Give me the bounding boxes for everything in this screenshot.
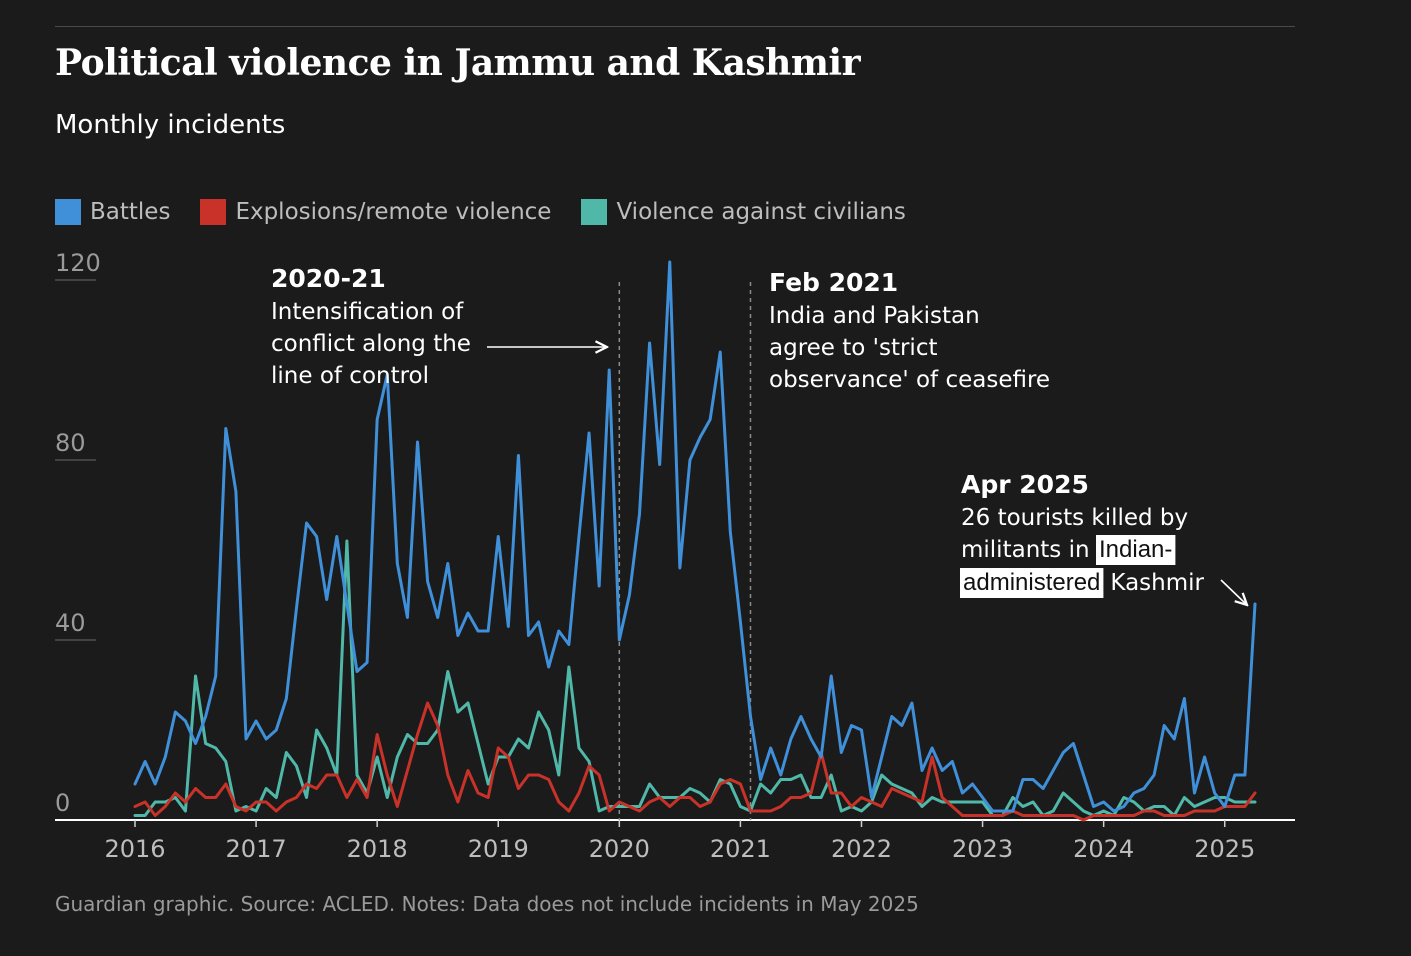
annotation-line: Kashmir [1110,570,1204,596]
annotation-highlight-box [1096,535,1176,565]
line-chart: 0 40 80 120 2016 2017 2018 2019 2020 2021 2022 202… [55,249,1295,863]
x-tick-label: 2023 [952,835,1013,863]
y-tick-label: 120 [55,249,101,277]
y-tick-label: 80 [55,429,86,457]
series-line-civilians [133,539,1257,817]
x-axis: 2016 2017 2018 2019 2020 2021 2022 2023 2024 2025 [55,819,1295,863]
legend-item-civilians: Violence against civilians [581,199,906,225]
annotation-arrow [1220,579,1247,605]
top-rule [55,26,1295,27]
annotation-line: militants in [961,537,1090,563]
x-tick-label: 2024 [1073,835,1134,863]
annotation-line: India and Pakistan [769,303,980,329]
annotation-heading: 2020-21 [271,264,386,293]
page-subtitle: Monthly incidents [55,110,286,140]
legend-item-explosions: Explosions/remote violence [200,199,551,225]
page-title: Political violence in Jammu and Kashmir [55,42,861,84]
annotation-line: conflict along the [271,331,471,357]
annotation-heading: Feb 2021 [769,268,898,297]
legend-label-explosions: Explosions/remote violence [235,199,552,225]
annotation-feb-2021: Feb 2021 India and Pakistan agree to 'stri… [769,268,1050,393]
annotation-heading: Apr 2025 [961,470,1089,499]
series-lines [133,260,1257,822]
annotation-highlight-box [960,568,1104,598]
legend-item-battles: Battles [55,199,170,225]
annotation-line: Intensification of [271,299,464,325]
x-tick-label: 2025 [1194,835,1255,863]
x-tick-label: 2022 [831,835,892,863]
legend-swatch-battles [55,199,81,225]
x-tick-label: 2020 [589,835,650,863]
annotation-apr-2025: Apr 2025 26 tourists killed by militants i… [960,470,1205,598]
annotation-highlight: administered [963,569,1100,596]
legend-swatch-civilians [581,199,608,225]
series-line-battles [133,260,1257,813]
annotation-line: line of control [271,363,429,389]
event-markers [618,282,752,820]
legend-label-civilians: Violence against civilians [616,199,906,225]
x-tick-label: 2017 [226,835,287,863]
legend: Battles Explosions/remote violence Viole… [55,199,936,225]
y-axis: 0 40 80 120 [55,249,101,817]
x-tick-label: 2016 [104,835,165,863]
x-tick-label: 2019 [468,835,529,863]
annotation-2020-21: 2020-21 Intensification of conflict along … [271,264,471,389]
y-tick-label: 40 [55,609,86,637]
legend-swatch-explosions [200,199,227,225]
annotation-line: 26 tourists killed by [961,505,1188,531]
legend-label-battles: Battles [90,199,171,225]
x-tick-label: 2018 [347,835,408,863]
series-line-explosions [133,701,1257,822]
source-note: Guardian graphic. Source: ACLED. Notes: … [55,892,919,916]
y-tick-label: 0 [55,789,70,817]
annotation-highlight: Indian- [1099,536,1172,563]
annotation-line: observance' of ceasefire [769,367,1050,393]
x-tick-label: 2021 [710,835,771,863]
annotation-line: agree to 'strict [769,335,938,361]
annotations: 2020-21 Intensification of conflict along … [271,264,1247,605]
